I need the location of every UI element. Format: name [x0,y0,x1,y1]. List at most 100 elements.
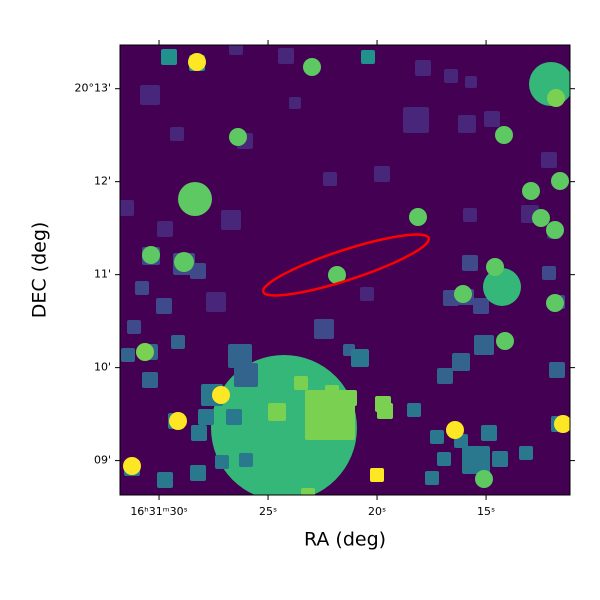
mask-circle [212,386,230,404]
mask-square [437,452,451,466]
mask-square [351,349,369,367]
mask-circle [136,343,154,361]
mask-square [323,172,337,186]
mask-circle [496,332,514,350]
mask-square [157,472,173,488]
mask-square [215,455,229,469]
x-tick-label: 20ˢ [368,505,386,518]
mask-square [206,292,226,312]
mask-circle [409,208,427,226]
mask-square [190,465,206,481]
mask-circle [546,294,564,312]
mask-square [403,107,429,133]
mask-square [190,263,206,279]
mask-square [370,468,384,482]
mask-square [430,430,444,444]
mask-square [473,298,489,314]
mask-square [437,368,453,384]
mask-circle [495,126,513,144]
mask-circle [475,470,493,488]
mask-circle [328,266,346,284]
mask-circle [142,246,160,264]
y-tick-label: 12' [94,175,111,188]
mask-square [278,48,294,64]
y-tick-label: 20°13' [74,82,111,95]
mask-square [161,49,177,65]
mask-square [221,210,241,230]
mask-square [474,335,494,355]
mask-square [127,320,141,334]
mask-square [541,152,557,168]
mask-square [120,200,134,216]
mask-square [463,208,477,222]
plot-frame [119,44,571,496]
mask-circle [532,209,550,227]
mask-square [156,298,172,314]
mask-circle [547,89,565,107]
mask-square [234,363,258,387]
mask-square [519,446,533,460]
mask-square [294,376,308,390]
x-tick-label: 16ʰ31ᵐ30ˢ [130,505,187,518]
mask-square [121,348,135,362]
y-axis-label: DEC (deg) [29,222,51,319]
mask-square [377,403,393,419]
y-tick-label: 10' [94,361,111,374]
mask-circle [174,252,194,272]
mask-square [425,471,439,485]
mask-square [415,60,431,76]
mask-square [360,287,374,301]
mask-square [549,362,565,378]
mask-square [171,335,185,349]
mask-square [157,221,173,237]
y-tick-label: 11' [94,268,111,281]
mask-square [374,166,390,182]
y-tick-label: 09' [94,454,111,467]
mask-square [492,451,508,467]
mask-square [361,50,375,64]
mask-square [462,446,490,474]
mask-circle [522,182,540,200]
mask-square [268,403,286,421]
mask-square [229,45,243,55]
mask-circle [483,268,521,306]
mask-square [462,255,478,271]
mask-square [226,409,242,425]
mask-square [289,97,301,109]
mask-square [140,85,160,105]
mask-square [452,353,470,371]
mask-circle [188,53,206,71]
mask-circle [486,258,504,276]
mask-circle [229,128,247,146]
mask-square [407,403,421,417]
mask-square [142,372,158,388]
mask-circle [123,457,141,475]
mask-square [542,266,556,280]
region-ellipse [261,233,431,297]
mask-square [305,390,355,440]
mask-square [301,488,315,495]
image-area [120,45,570,495]
mask-square [191,425,207,441]
mask-square [484,111,500,127]
mask-square [314,319,334,339]
mask-square [170,127,184,141]
mask-square [198,409,214,425]
mask-square [306,409,324,427]
mask-circle [178,182,212,216]
mask-circle [169,412,187,430]
mask-square [228,344,252,368]
mask-circle [454,285,472,303]
mask-circle [546,221,564,239]
mask-square [239,453,253,467]
x-axis-label: RA (deg) [304,529,386,551]
mask-circle [551,172,569,190]
mask-square [465,76,477,88]
mask-square [444,69,458,83]
x-tick-label: 15ˢ [477,505,495,518]
mask-circle [554,415,570,433]
mask-square [135,281,149,295]
mask-square [481,425,497,441]
mask-square [458,115,476,133]
